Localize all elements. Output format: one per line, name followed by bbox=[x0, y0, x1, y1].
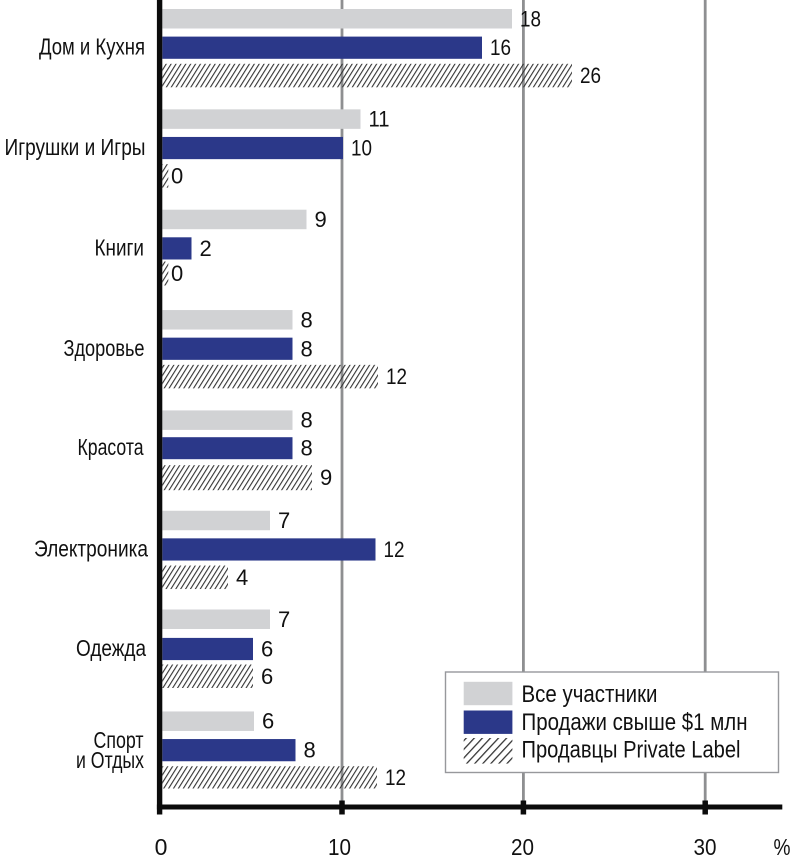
svg-text:2: 2 bbox=[200, 236, 212, 261]
svg-text:20: 20 bbox=[511, 834, 534, 860]
svg-text:18: 18 bbox=[520, 6, 541, 31]
svg-text:6: 6 bbox=[261, 637, 273, 662]
svg-text:12: 12 bbox=[385, 765, 406, 790]
svg-text:Здоровье: Здоровье bbox=[64, 335, 145, 361]
svg-text:8: 8 bbox=[301, 408, 313, 433]
svg-text:9: 9 bbox=[320, 465, 332, 490]
svg-text:Игрушки и Игры: Игрушки и Игры bbox=[5, 134, 146, 160]
svg-text:10: 10 bbox=[351, 136, 372, 161]
svg-text:%: % bbox=[774, 834, 791, 860]
svg-text:Красота: Красота bbox=[78, 434, 144, 460]
svg-text:10: 10 bbox=[328, 834, 351, 860]
svg-text:8: 8 bbox=[304, 738, 316, 763]
svg-text:4: 4 bbox=[236, 565, 248, 590]
svg-text:Книги: Книги bbox=[95, 234, 145, 260]
svg-text:0: 0 bbox=[171, 163, 183, 188]
svg-text:Продажи свыше $1 млн: Продажи свыше $1 млн bbox=[522, 709, 748, 736]
svg-text:30: 30 bbox=[694, 834, 717, 860]
svg-text:Продавцы Private Label: Продавцы Private Label bbox=[522, 736, 741, 763]
svg-text:8: 8 bbox=[301, 436, 313, 461]
svg-text:11: 11 bbox=[369, 107, 390, 132]
svg-text:26: 26 bbox=[580, 63, 601, 88]
svg-text:и Отдых: и Отдых bbox=[76, 747, 144, 773]
svg-text:7: 7 bbox=[278, 508, 290, 533]
svg-text:0: 0 bbox=[171, 261, 183, 286]
svg-text:8: 8 bbox=[301, 336, 313, 361]
svg-text:Все участники: Все участники bbox=[522, 681, 658, 708]
svg-text:8: 8 bbox=[301, 307, 313, 332]
svg-text:7: 7 bbox=[278, 607, 290, 632]
svg-text:16: 16 bbox=[490, 35, 511, 60]
svg-text:6: 6 bbox=[262, 709, 274, 734]
svg-text:12: 12 bbox=[386, 364, 407, 389]
svg-text:6: 6 bbox=[261, 664, 273, 689]
svg-text:Дом и Кухня: Дом и Кухня bbox=[39, 34, 145, 60]
svg-text:12: 12 bbox=[384, 537, 405, 562]
svg-text:Электроника: Электроника bbox=[34, 536, 148, 562]
svg-text:Одежда: Одежда bbox=[76, 635, 146, 661]
svg-text:Спорт: Спорт bbox=[94, 727, 144, 753]
svg-text:0: 0 bbox=[155, 834, 168, 860]
svg-text:9: 9 bbox=[315, 207, 327, 232]
